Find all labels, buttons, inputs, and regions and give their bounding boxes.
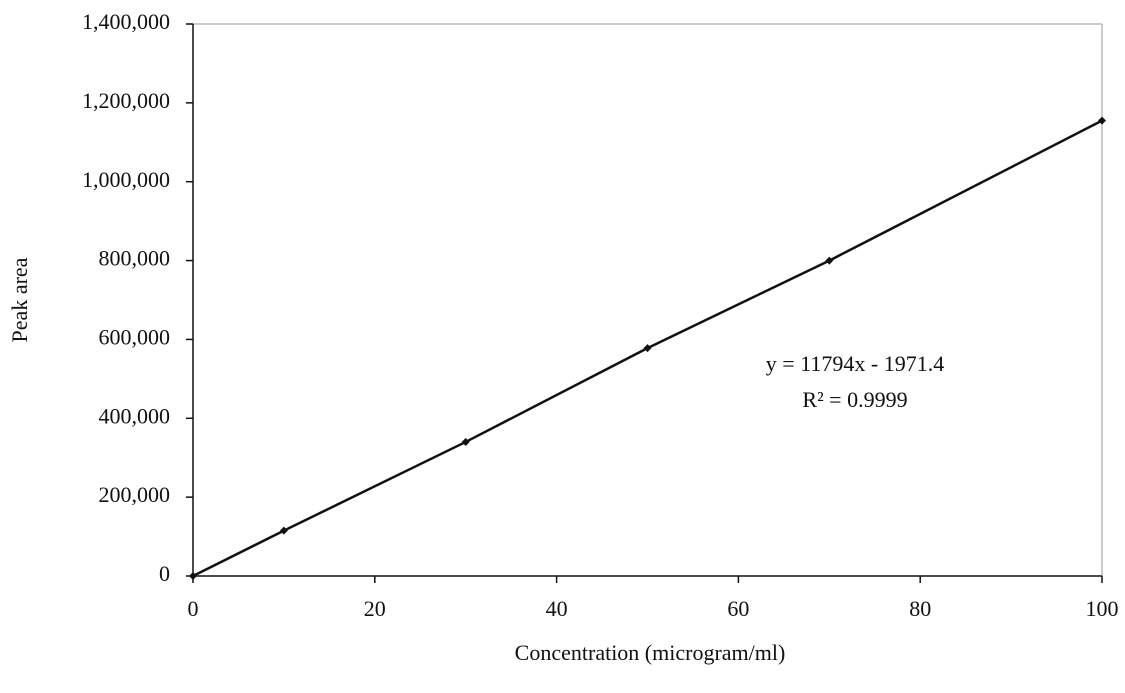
- x-tick-label: 0: [188, 596, 199, 621]
- data-point: [825, 256, 834, 265]
- y-tick-label: 200,000: [99, 482, 171, 507]
- data-point: [643, 344, 652, 353]
- x-tick-label: 100: [1086, 596, 1119, 621]
- y-tick-label: 600,000: [99, 324, 171, 349]
- y-tick-label: 400,000: [99, 403, 171, 428]
- y-tick-label: 1,200,000: [82, 88, 170, 113]
- y-tick-label: 0: [159, 561, 170, 586]
- x-tick-label: 60: [727, 596, 749, 621]
- data-point: [1098, 116, 1106, 125]
- x-axis-title: Concentration (microgram/ml): [515, 640, 786, 665]
- equation: y = 11794x - 1971.4: [766, 351, 944, 376]
- y-tick-label: 1,000,000: [82, 167, 170, 192]
- data-point: [189, 572, 197, 580]
- y-axis-title: Peak area: [7, 257, 32, 342]
- series-line: [192, 119, 1103, 578]
- x-tick-label: 20: [364, 596, 386, 621]
- x-tick-label: 40: [546, 596, 568, 621]
- data-point: [461, 437, 470, 446]
- y-tick-label: 1,400,000: [82, 9, 170, 34]
- r-squared: R² = 0.9999: [802, 387, 907, 412]
- data-point: [279, 526, 288, 535]
- x-tick-label: 80: [909, 596, 931, 621]
- y-tick-label: 800,000: [99, 246, 171, 271]
